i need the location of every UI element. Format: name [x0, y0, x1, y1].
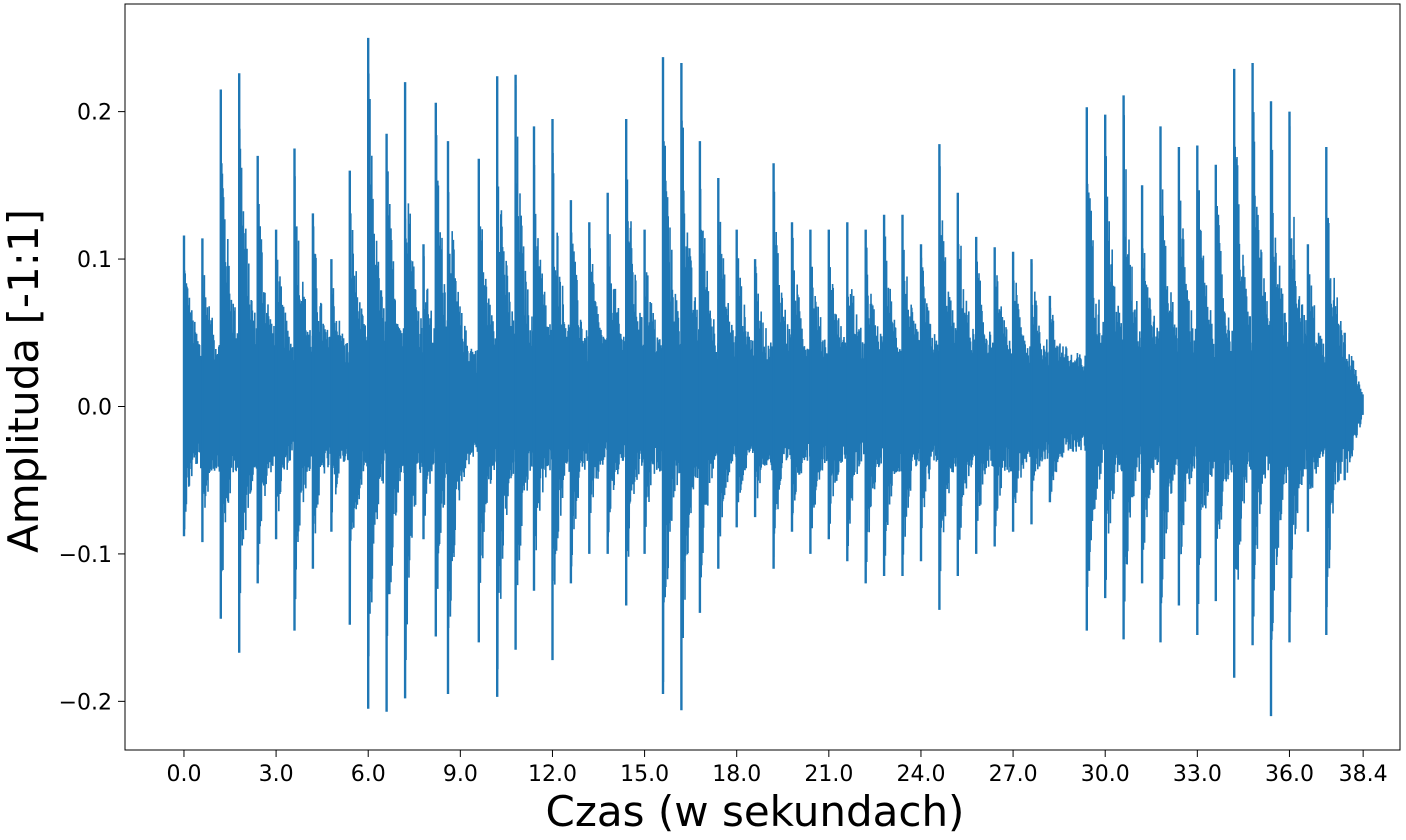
x-tick-label: 30.0	[1081, 762, 1130, 787]
x-tick-label: 36.0	[1265, 762, 1314, 787]
x-tick-label: 38.4	[1339, 762, 1388, 787]
y-tick-label: 0.0	[77, 395, 112, 420]
x-tick-label: 33.0	[1173, 762, 1222, 787]
plot-area	[182, 37, 1364, 717]
x-tick-label: 24.0	[896, 762, 945, 787]
x-tick-label: 18.0	[712, 762, 761, 787]
y-tick-label: −0.1	[59, 543, 112, 568]
x-tick-label: 6.0	[351, 762, 386, 787]
x-axis-title: Czas (w sekundach)	[546, 787, 965, 836]
y-tick-label: −0.2	[59, 690, 112, 715]
x-tick-label: 21.0	[804, 762, 853, 787]
axes-frame	[124, 3, 1401, 751]
y-tick-label: 0.1	[77, 248, 112, 273]
x-tick-label: 15.0	[620, 762, 669, 787]
x-tick-label: 9.0	[443, 762, 478, 787]
x-tick-label: 0.0	[166, 762, 201, 787]
y-axis-title: Amplituda [-1:1]	[0, 209, 48, 553]
x-tick-label: 3.0	[259, 762, 294, 787]
y-tick-label: 0.2	[77, 101, 112, 126]
x-tick-label: 12.0	[528, 762, 577, 787]
x-tick-label: 27.0	[989, 762, 1038, 787]
axes: 0.0 3.0 6.0 9.0 12.0 15.0 18.0 21.0 24.0 27.0 30.0…	[59, 3, 1401, 787]
